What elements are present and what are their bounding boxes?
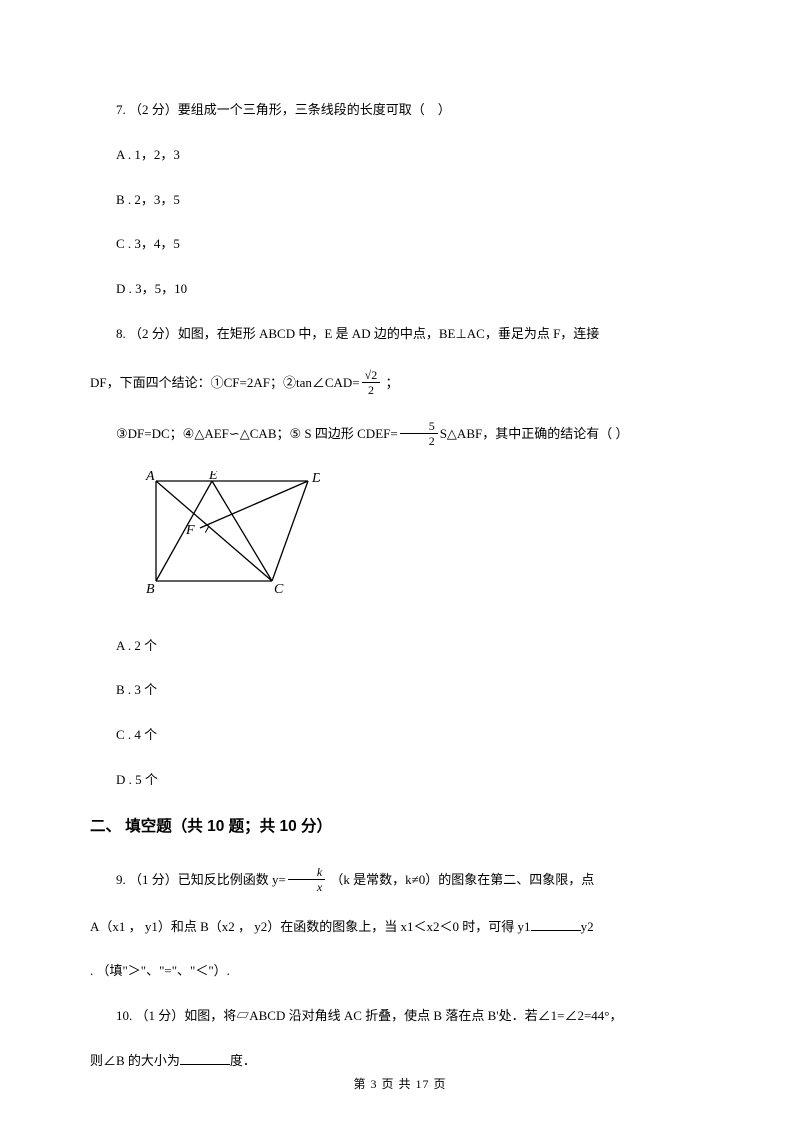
q10-line2: 则∠B 的大小为 度． [90, 1051, 710, 1072]
q9-l2-pre: A（x1 ， y1）和点 B（x2 ， y2）在函数的图象上，当 x1＜x2＜0… [90, 919, 531, 934]
q7-stem-text: 7. （2 分）要组成一个三角形，三条线段的长度可取（ [116, 102, 425, 117]
q8-frac2-den: 2 [400, 434, 438, 447]
q8-opt-c: C . 4 个 [90, 725, 710, 746]
q7-opt-b: B . 2，3，5 [90, 190, 710, 211]
q9-l1-pre: 9. （1 分）已知反比例函数 y= [116, 871, 286, 886]
q8-stem3-pre: ③DF=DC；④△AEF∽△CAB；⑤ S 四边形 CDEF= [116, 426, 398, 441]
q8-frac2: 52 [400, 420, 438, 447]
q9-l2-post: y2 [581, 919, 594, 934]
q10-line1: 10. （1 分）如图，将▱ABCD 沿对角线 AC 折叠，使点 B 落在点 B… [90, 1006, 710, 1027]
q8-stem3-post: S△ABF，其中正确的结论有（ ） [440, 426, 629, 441]
svg-text:F: F [185, 523, 195, 538]
section-2-heading: 二、 填空题（共 10 题；共 10 分） [90, 815, 710, 840]
q8-frac1-den: 2 [362, 383, 381, 396]
q9-frac: kx [288, 866, 325, 893]
q8-frac1-num: √2 [362, 369, 381, 383]
q10-l2-pre: 则∠B 的大小为 [90, 1053, 180, 1068]
page-footer: 第 3 页 共 17 页 [0, 1075, 800, 1094]
q7-opt-c: C . 3，4，5 [90, 234, 710, 255]
svg-text:C: C [274, 582, 284, 597]
q7-opt-d: D . 3，5，10 [90, 279, 710, 300]
q9-line1: 9. （1 分）已知反比例函数 y=kx （k 是常数，k≠0）的图象在第二、四… [90, 866, 710, 893]
q7-opt-a: A . 1，2，3 [90, 145, 710, 166]
q8-stem-line3: ③DF=DC；④△AEF∽△CAB；⑤ S 四边形 CDEF=52S△ABF，其… [90, 420, 710, 447]
svg-text:A: A [145, 471, 155, 484]
q8-opt-a: A . 2 个 [90, 636, 710, 657]
q8-opt-b: B . 3 个 [90, 680, 710, 701]
q9-frac-den: x [288, 880, 325, 893]
q7-stem: 7. （2 分）要组成一个三角形，三条线段的长度可取（ ） [90, 100, 710, 121]
q10-l2-post: 度． [230, 1053, 256, 1068]
q9-line2: A（x1 ， y1）和点 B（x2 ， y2）在函数的图象上，当 x1＜x2＜0… [90, 917, 710, 938]
q8-frac2-num: 5 [400, 420, 438, 434]
q8-stem-line2: DF，下面四个结论：①CF=2AF；②tan∠CAD=√22 ； [90, 369, 710, 396]
q8-stem-line1: 8. （2 分）如图，在矩形 ABCD 中，E 是 AD 边的中点，BE⊥AC，… [90, 324, 710, 345]
q9-line3: . （填"＞"、"="、"＜"）. [90, 961, 710, 982]
q8-diagram: A E D B C F [142, 471, 710, 608]
q8-stem2-post: ； [382, 375, 398, 390]
svg-text:E: E [208, 471, 218, 483]
q9-frac-num: k [288, 866, 325, 880]
q7-stem-post: ） [438, 102, 451, 117]
q9-blank [531, 917, 581, 931]
svg-text:B: B [146, 582, 155, 597]
q8-stem2-pre: DF，下面四个结论：①CF=2AF；②tan∠CAD= [90, 375, 360, 390]
q10-blank [180, 1051, 230, 1065]
svg-text:D: D [311, 471, 320, 486]
q9-l1-post: （k 是常数，k≠0）的图象在第二、四象限，点 [327, 871, 594, 886]
q8-opt-d: D . 5 个 [90, 770, 710, 791]
rectangle-diagram: A E D B C F [142, 471, 320, 601]
q8-frac1: √22 [362, 369, 381, 396]
